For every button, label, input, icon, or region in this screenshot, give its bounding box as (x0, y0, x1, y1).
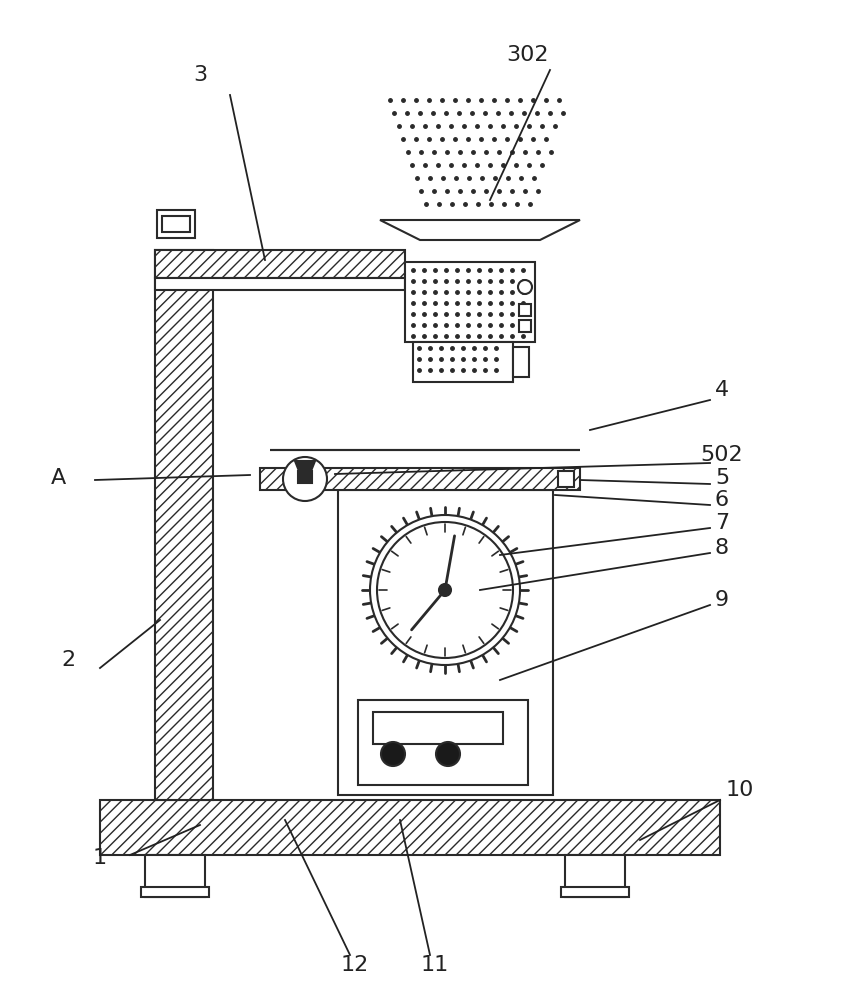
Bar (405, 262, 535, 342)
Circle shape (370, 515, 520, 665)
Text: 8: 8 (715, 538, 729, 558)
Circle shape (558, 471, 574, 487)
Text: 1: 1 (93, 848, 107, 868)
Text: 302: 302 (507, 45, 550, 65)
Circle shape (381, 742, 405, 766)
Bar (100, 800, 720, 855)
Text: 3: 3 (193, 65, 207, 85)
Bar (513, 347, 529, 377)
Bar (561, 887, 629, 897)
Text: 6: 6 (715, 490, 729, 510)
Bar (413, 342, 513, 382)
Circle shape (518, 280, 532, 294)
Bar (260, 468, 580, 490)
Circle shape (283, 457, 327, 501)
Polygon shape (380, 220, 580, 240)
Bar (373, 712, 503, 744)
Bar (141, 887, 209, 897)
Polygon shape (295, 461, 315, 471)
Text: 10: 10 (726, 780, 754, 800)
Text: 4: 4 (715, 380, 729, 400)
Bar (298, 471, 312, 483)
Text: 2: 2 (61, 650, 75, 670)
Bar (162, 216, 190, 232)
Bar (338, 490, 553, 795)
Bar (565, 855, 625, 897)
Text: 502: 502 (700, 445, 743, 465)
Bar (558, 471, 574, 487)
Bar (145, 855, 205, 897)
Bar (519, 304, 531, 316)
Bar (155, 278, 405, 290)
Text: A: A (50, 468, 66, 488)
Text: 7: 7 (715, 513, 729, 533)
Bar (157, 210, 195, 238)
Text: 12: 12 (341, 955, 369, 975)
Circle shape (436, 742, 460, 766)
Circle shape (377, 522, 513, 658)
Text: 9: 9 (715, 590, 729, 610)
Text: 11: 11 (421, 955, 449, 975)
Bar (155, 250, 213, 800)
Text: 5: 5 (715, 468, 729, 488)
Bar (358, 700, 528, 785)
Bar (519, 320, 531, 332)
Circle shape (439, 584, 451, 596)
Bar (155, 250, 405, 278)
